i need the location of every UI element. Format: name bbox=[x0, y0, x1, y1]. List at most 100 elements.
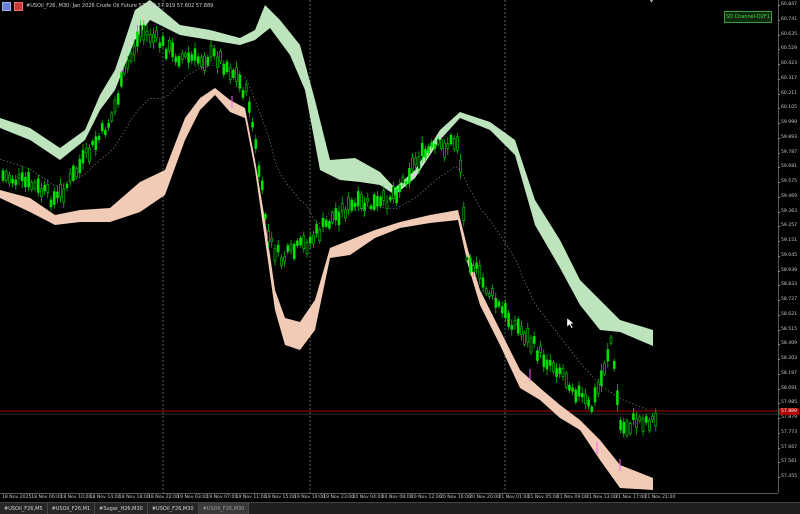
price-tick-label: 60.423 bbox=[777, 61, 798, 66]
bullish-candle bbox=[347, 196, 350, 211]
price-tick-label: 59.999 bbox=[777, 120, 798, 125]
bearish-candle bbox=[196, 56, 200, 64]
bearish-candle bbox=[468, 257, 472, 273]
bullish-candle bbox=[148, 34, 152, 43]
bearish-candle bbox=[193, 48, 197, 61]
bearish-candle bbox=[104, 129, 107, 136]
bullish-candle bbox=[366, 197, 370, 202]
time-tick-label: 21 Nov 09:00 bbox=[556, 495, 588, 500]
chart-tab[interactable]: #USOil_F26,M30 bbox=[198, 503, 250, 514]
close-icon[interactable]: ▾ bbox=[650, 0, 654, 5]
bearish-candle bbox=[136, 31, 139, 47]
bearish-candle bbox=[100, 123, 104, 132]
bearish-candle bbox=[433, 143, 437, 149]
bullish-candle bbox=[638, 416, 642, 422]
bullish-candle bbox=[654, 412, 658, 427]
bearish-candle bbox=[334, 208, 338, 221]
bearish-candle bbox=[616, 390, 619, 406]
bullish-candle bbox=[110, 112, 114, 122]
bearish-candle bbox=[430, 142, 434, 148]
bearish-candle bbox=[369, 205, 373, 210]
price-tick-label: 58.303 bbox=[777, 356, 798, 361]
bearish-candle bbox=[177, 56, 181, 67]
bullish-candle bbox=[360, 193, 363, 209]
bearish-candle bbox=[555, 368, 558, 377]
time-tick-label: 19 Nov 15:00 bbox=[264, 495, 296, 500]
bearish-candle bbox=[251, 121, 254, 128]
bullish-candle bbox=[312, 234, 315, 244]
bearish-candle bbox=[52, 191, 56, 205]
bearish-candle bbox=[507, 312, 510, 327]
bearish-candle bbox=[644, 416, 648, 423]
bearish-candle bbox=[238, 74, 242, 89]
price-tick-label: 57.667 bbox=[777, 444, 798, 450]
time-tick-label: 19 Nov 23:00 bbox=[323, 495, 355, 500]
chart-tab[interactable]: #USOil_F26,M5 bbox=[0, 503, 48, 514]
bearish-candle bbox=[510, 325, 514, 330]
price-tick-label: 58.409 bbox=[777, 341, 798, 347]
bullish-candle bbox=[75, 168, 78, 178]
bearish-candle bbox=[536, 350, 539, 361]
bearish-candle bbox=[494, 298, 498, 308]
chart-tab[interactable]: #Sugar_H26,M30 bbox=[95, 503, 148, 514]
bearish-candle bbox=[606, 349, 610, 362]
price-tick-label: 58.833 bbox=[777, 282, 798, 288]
time-axis[interactable]: 18 Nov 2025 18 Nov 06:00 18 Nov 10:00 18 No… bbox=[0, 493, 778, 503]
bullish-candle bbox=[305, 242, 309, 254]
chart-area[interactable]: #USOil_F26, M30: Jan 2026 Crude Oil Futu… bbox=[0, 0, 778, 493]
bullish-candle bbox=[392, 186, 395, 200]
time-tick-label: 21 Nov 01:00 bbox=[498, 495, 530, 500]
bullish-candle bbox=[603, 362, 606, 375]
price-tick-label: 57.985 bbox=[777, 400, 798, 406]
bullish-candle bbox=[270, 238, 274, 242]
chart-tab[interactable]: #USOil_F26,M30 bbox=[147, 503, 199, 514]
price-tick-label: 60.741 bbox=[777, 16, 798, 22]
bearish-candle bbox=[372, 194, 376, 210]
bullish-candle bbox=[414, 157, 418, 165]
bullish-candle bbox=[331, 212, 334, 223]
bullish-candle bbox=[491, 288, 494, 296]
bearish-candle bbox=[500, 306, 504, 314]
bearish-candle bbox=[20, 172, 24, 182]
bullish-candle bbox=[625, 420, 629, 436]
indicator-button[interactable]: SD Channel-D2F1 bbox=[724, 11, 772, 23]
bearish-candle bbox=[107, 123, 110, 128]
time-tick-label: 18 Nov 22:00 bbox=[148, 495, 179, 500]
time-tick-label: 21 Nov 21:00 bbox=[644, 495, 676, 500]
time-tick-label: 21 Nov 13:00 bbox=[586, 495, 617, 500]
bearish-candle bbox=[241, 90, 245, 98]
price-axis[interactable]: 60.847 60.741 60.635 60.529 60.423 60.317 60.2… bbox=[777, 0, 800, 493]
bearish-candle bbox=[353, 202, 357, 208]
bearish-candle bbox=[622, 422, 626, 434]
bearish-candle bbox=[27, 171, 30, 188]
bullish-candle bbox=[283, 256, 286, 262]
bearish-candle bbox=[590, 406, 594, 412]
bearish-candle bbox=[398, 185, 402, 193]
bearish-candle bbox=[363, 202, 366, 212]
bullish-candle bbox=[641, 418, 645, 432]
bearish-candle bbox=[619, 420, 622, 431]
bullish-candle bbox=[139, 25, 142, 38]
bullish-candle bbox=[465, 256, 469, 261]
time-tick-label: 20 Nov 20:00 bbox=[469, 495, 501, 500]
price-tick-label: 58.197 bbox=[777, 370, 798, 376]
price-tick-label: 58.621 bbox=[777, 311, 798, 317]
price-tick-label: 57.561 bbox=[777, 459, 798, 465]
price-tick-label: 58.515 bbox=[777, 326, 798, 332]
bearish-candle bbox=[350, 199, 354, 211]
bullish-candle bbox=[484, 288, 488, 294]
price-tick-label: 59.681 bbox=[777, 164, 798, 170]
bearish-candle bbox=[94, 136, 98, 151]
bullish-candle bbox=[456, 136, 459, 151]
bearish-candle bbox=[78, 159, 82, 174]
chart-tab[interactable]: #USOil_F26,M1 bbox=[47, 503, 96, 514]
bearish-candle bbox=[475, 262, 478, 269]
bullish-candle bbox=[596, 381, 600, 395]
bullish-candle bbox=[62, 188, 66, 203]
bearish-candle bbox=[206, 57, 210, 66]
bearish-candle bbox=[587, 399, 590, 407]
bullish-candle bbox=[452, 138, 456, 150]
bearish-candle bbox=[356, 191, 360, 207]
bullish-candle bbox=[443, 142, 446, 158]
price-chart-canvas[interactable] bbox=[0, 0, 778, 493]
